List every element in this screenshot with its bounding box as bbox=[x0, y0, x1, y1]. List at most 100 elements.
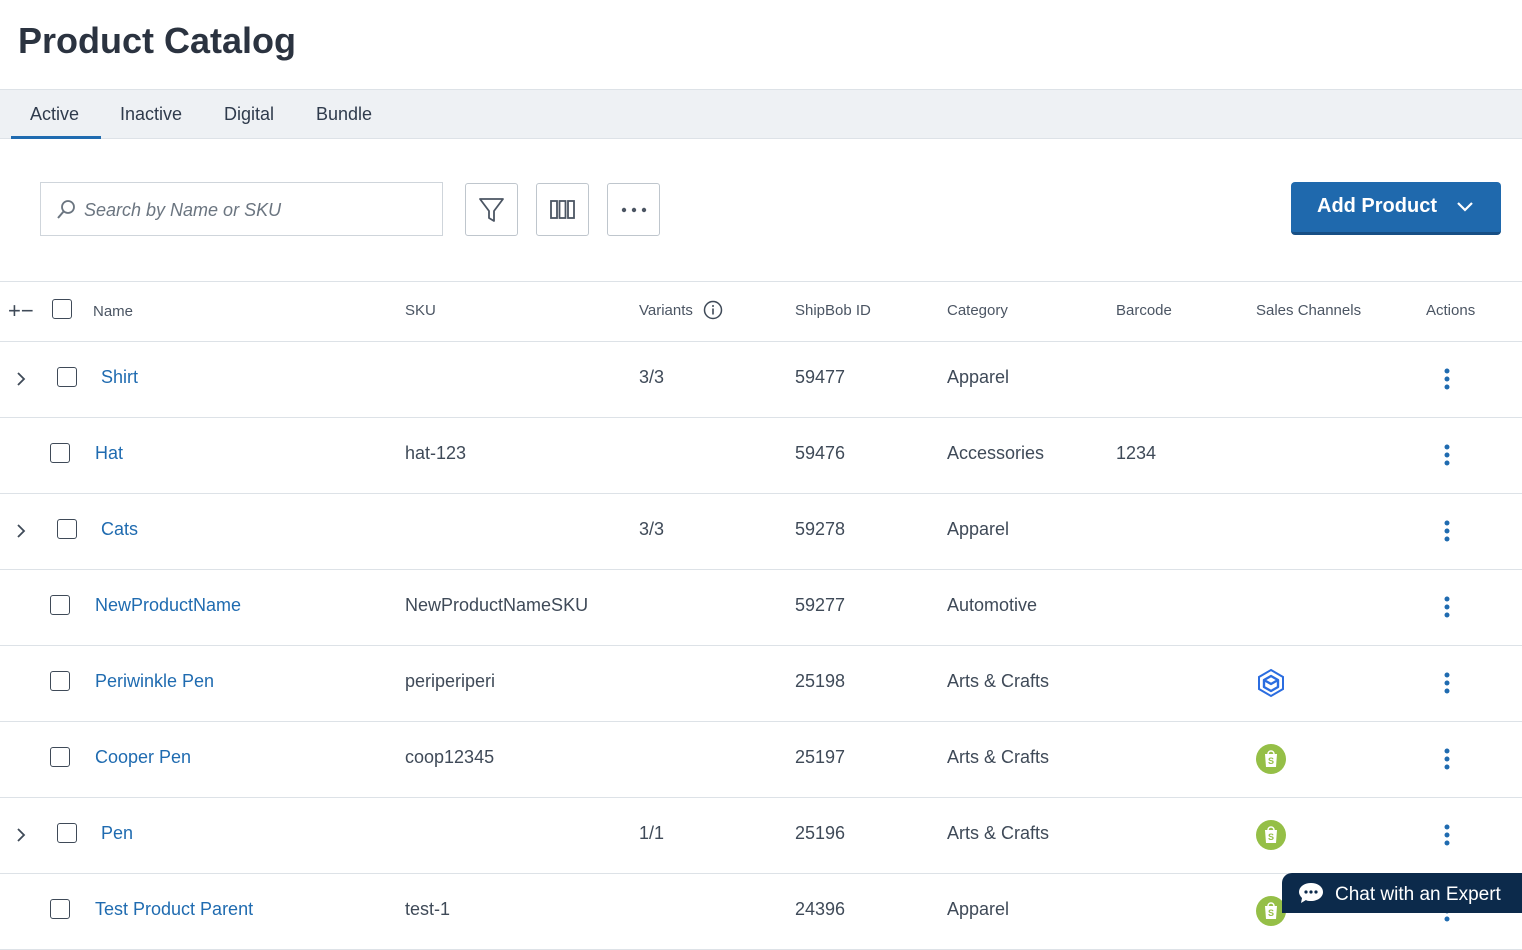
row-checkbox[interactable] bbox=[50, 671, 70, 691]
row-divider bbox=[0, 645, 1522, 646]
tab[interactable]: Bundle bbox=[316, 104, 373, 124]
product-name[interactable]: Shirt bbox=[101, 367, 139, 387]
chat-label: Chat with an Expert bbox=[1335, 884, 1501, 905]
tab-bar: Active Inactive Digital Bundle bbox=[0, 89, 1522, 139]
sku: periperiperi bbox=[405, 671, 496, 691]
select-all-checkbox[interactable] bbox=[52, 299, 72, 319]
svg-text:S: S bbox=[1268, 908, 1274, 918]
shipbob-id: 59476 bbox=[795, 443, 846, 463]
category: Arts & Crafts bbox=[947, 671, 1050, 691]
expand-chevron bbox=[17, 828, 26, 842]
expand-chevron bbox=[17, 524, 26, 538]
page: Product Catalog Active Inactive Digital Bun… bbox=[0, 20, 1522, 950]
column-header: Barcode bbox=[1116, 302, 1172, 319]
column-header: Name bbox=[93, 303, 134, 320]
category: Accessories bbox=[947, 443, 1045, 463]
row-divider bbox=[0, 873, 1522, 874]
row-checkbox[interactable] bbox=[57, 367, 77, 387]
column-header: Actions bbox=[1426, 302, 1476, 319]
shipbob-id: 24396 bbox=[795, 899, 846, 919]
info-icon[interactable] bbox=[703, 300, 723, 320]
column-header: Variants bbox=[639, 302, 693, 319]
column-header: ShipBob ID bbox=[795, 302, 871, 319]
add-product-label: Add Product bbox=[1317, 195, 1437, 217]
shopify-channel-icon: S bbox=[1256, 820, 1286, 850]
shopify-channel-icon: S bbox=[1256, 744, 1286, 774]
row-actions-menu bbox=[1444, 520, 1450, 542]
row-actions-menu bbox=[1444, 368, 1450, 390]
columns-icon bbox=[550, 200, 575, 219]
category: Automotive bbox=[947, 595, 1038, 615]
search-placeholder: Search by Name or SKU bbox=[84, 200, 282, 220]
row-checkbox[interactable] bbox=[50, 747, 70, 767]
product-name[interactable]: Cooper Pen bbox=[95, 747, 192, 767]
svg-text:S: S bbox=[1268, 832, 1274, 842]
chat-button[interactable]: Chat with an Expert bbox=[1282, 873, 1522, 913]
filter-button[interactable] bbox=[465, 183, 518, 236]
divider bbox=[0, 341, 1522, 342]
shipbob-id: 59477 bbox=[795, 367, 846, 387]
tab[interactable]: Inactive bbox=[120, 104, 183, 124]
row-divider bbox=[0, 569, 1522, 570]
row-actions-menu bbox=[1444, 672, 1450, 694]
sku: NewProductNameSKU bbox=[405, 595, 589, 615]
row-actions-menu bbox=[1444, 596, 1450, 618]
shipbob-id: 25198 bbox=[795, 671, 846, 691]
more-icon bbox=[621, 207, 647, 213]
filter-icon bbox=[479, 198, 504, 222]
product-name[interactable]: Pen bbox=[101, 823, 134, 843]
category: Arts & Crafts bbox=[947, 747, 1050, 767]
product-name[interactable]: Hat bbox=[95, 443, 124, 463]
sku: hat-123 bbox=[405, 443, 467, 463]
expand-collapse-all[interactable]: +− bbox=[8, 298, 34, 323]
category: Apparel bbox=[947, 367, 1010, 387]
expand-chevron bbox=[17, 372, 26, 386]
row-checkbox[interactable] bbox=[50, 595, 70, 615]
search-box[interactable]: Search by Name or SKU bbox=[40, 182, 443, 236]
column-header: Sales Channels bbox=[1256, 302, 1362, 319]
shipbob-channel-icon bbox=[1258, 668, 1284, 698]
row-actions-menu bbox=[1444, 824, 1450, 846]
category: Apparel bbox=[947, 899, 1010, 919]
row-checkbox[interactable] bbox=[57, 823, 77, 843]
variants: 3/3 bbox=[639, 519, 665, 539]
category: Apparel bbox=[947, 519, 1010, 539]
page-title: Product Catalog bbox=[18, 20, 297, 61]
product-name[interactable]: Test Product Parent bbox=[95, 899, 254, 919]
row-checkbox[interactable] bbox=[50, 443, 70, 463]
variants: 1/1 bbox=[639, 823, 665, 843]
shipbob-id: 25197 bbox=[795, 747, 846, 767]
row-divider bbox=[0, 721, 1522, 722]
svg-text:S: S bbox=[1268, 756, 1274, 766]
column-header: Category bbox=[947, 302, 1008, 319]
shipbob-id: 59277 bbox=[795, 595, 846, 615]
row-checkbox[interactable] bbox=[57, 519, 77, 539]
product-name[interactable]: Cats bbox=[101, 519, 139, 539]
search-icon bbox=[57, 200, 75, 219]
shipbob-id: 25196 bbox=[795, 823, 846, 843]
chevron-down bbox=[1457, 202, 1473, 212]
row-actions-menu bbox=[1444, 444, 1450, 466]
category: Arts & Crafts bbox=[947, 823, 1050, 843]
shipbob-id: 59278 bbox=[795, 519, 846, 539]
sku: test-1 bbox=[405, 899, 451, 919]
product-name[interactable]: Periwinkle Pen bbox=[95, 671, 215, 691]
tab[interactable]: Digital bbox=[224, 104, 275, 124]
variants: 3/3 bbox=[639, 367, 665, 387]
product-name[interactable]: NewProductName bbox=[95, 595, 242, 615]
row-actions-menu bbox=[1444, 748, 1450, 770]
sku: coop12345 bbox=[405, 747, 495, 767]
add-product-button[interactable]: Add Product bbox=[1291, 182, 1501, 235]
active-tab-underline bbox=[11, 136, 101, 139]
divider bbox=[0, 281, 1522, 282]
row-divider bbox=[0, 797, 1522, 798]
row-divider bbox=[0, 417, 1522, 418]
barcode: 1234 bbox=[1116, 443, 1157, 463]
tab[interactable]: Active bbox=[30, 104, 80, 124]
more-button[interactable] bbox=[607, 183, 660, 236]
chat-icon bbox=[1299, 883, 1323, 903]
column-header: SKU bbox=[405, 302, 436, 319]
columns-button[interactable] bbox=[536, 183, 589, 236]
row-checkbox[interactable] bbox=[50, 899, 70, 919]
row-divider bbox=[0, 493, 1522, 494]
